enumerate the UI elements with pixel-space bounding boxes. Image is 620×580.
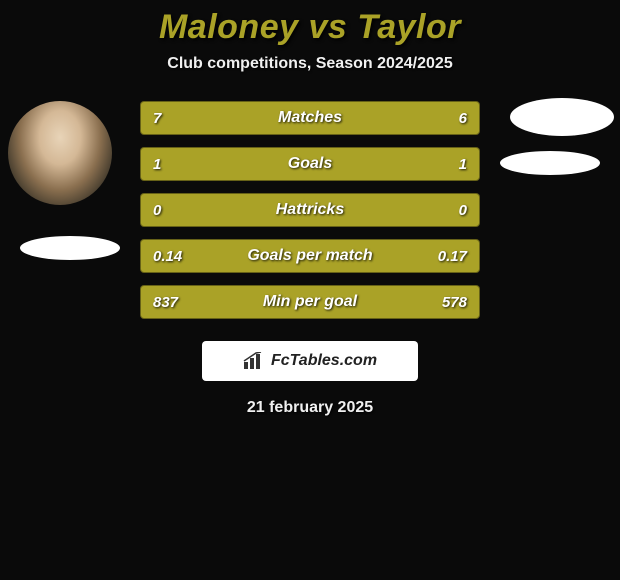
stat-label: Matches: [193, 109, 427, 127]
stat-row: 837 Min per goal 578: [140, 285, 480, 319]
comparison-card: Maloney vs Taylor Club competitions, Sea…: [0, 0, 620, 580]
stat-label: Hattricks: [193, 201, 427, 219]
subtitle: Club competitions, Season 2024/2025: [0, 55, 620, 73]
stat-right-value: 0.17: [427, 248, 467, 265]
stat-right-value: 6: [427, 110, 467, 127]
stat-right-value: 1: [427, 156, 467, 173]
stat-row: 1 Goals 1: [140, 147, 480, 181]
stat-left-value: 1: [153, 156, 193, 173]
stat-left-value: 0: [153, 202, 193, 219]
stat-left-value: 0.14: [153, 248, 193, 265]
bar-chart-icon: [243, 352, 265, 370]
stat-row: 0.14 Goals per match 0.17: [140, 239, 480, 273]
page-title: Maloney vs Taylor: [0, 8, 620, 47]
player-left-name-pill: [20, 236, 120, 260]
main-area: 7 Matches 6 1 Goals 1 0 Hattricks 0 0.14…: [0, 101, 620, 417]
player-right-avatar: [510, 98, 614, 136]
stat-bars: 7 Matches 6 1 Goals 1 0 Hattricks 0 0.14…: [140, 101, 480, 319]
stat-label: Min per goal: [193, 293, 427, 311]
stat-row: 7 Matches 6: [140, 101, 480, 135]
stat-right-value: 0: [427, 202, 467, 219]
stat-row: 0 Hattricks 0: [140, 193, 480, 227]
date-label: 21 february 2025: [0, 399, 620, 417]
stat-label: Goals: [193, 155, 427, 173]
stat-left-value: 7: [153, 110, 193, 127]
stat-right-value: 578: [427, 294, 467, 311]
stat-left-value: 837: [153, 294, 193, 311]
player-left-avatar: [8, 101, 112, 205]
site-name: FcTables.com: [271, 352, 377, 370]
stat-label: Goals per match: [193, 247, 427, 265]
site-badge[interactable]: FcTables.com: [202, 341, 418, 381]
player-right-name-pill: [500, 151, 600, 175]
